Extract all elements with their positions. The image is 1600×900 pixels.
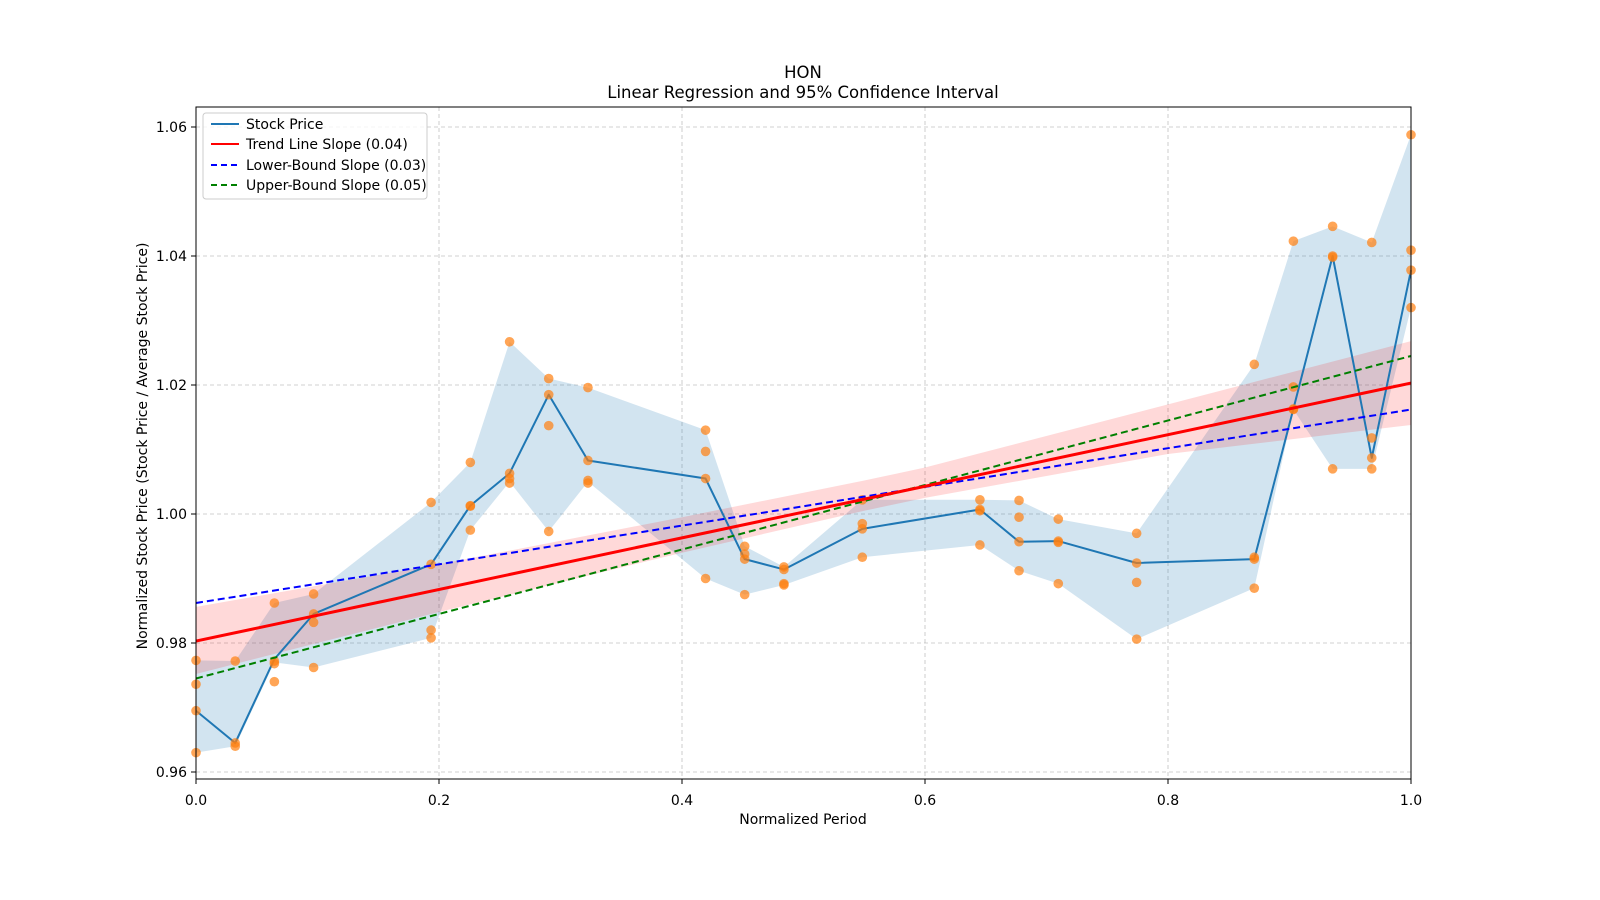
legend: Stock Price Trend Line Slope (0.04) Lowe… (202, 112, 428, 200)
scatter-point (583, 478, 593, 488)
y-tick-label: 1.06 (156, 120, 187, 136)
scatter-point (1131, 528, 1142, 539)
scatter-point (1014, 512, 1024, 523)
y-tick-label: 0.96 (156, 765, 187, 781)
scatter-point (1249, 359, 1260, 370)
scatter-point (504, 478, 515, 488)
scatter-point (269, 598, 280, 608)
scatter-point (779, 564, 789, 575)
scatter-point (465, 525, 476, 535)
scatter-point (1131, 558, 1142, 568)
scatter-point (426, 497, 436, 508)
scatter-point (465, 457, 476, 468)
y-axis-label: Normalized Stock Price (Stock Price / Av… (135, 243, 151, 650)
scatter-point (1288, 236, 1299, 246)
scatter-point (700, 446, 711, 457)
regression-lines (195, 355, 1412, 680)
scatter-point (269, 676, 280, 687)
scatter-point (975, 505, 985, 516)
scatter-point (230, 741, 241, 751)
y-axis: 0.96 0.98 1.00 1.02 1.04 1.06 (156, 120, 196, 781)
x-axis-label: Normalized Period (739, 812, 867, 828)
x-tick-label: 1.0 (1400, 793, 1422, 809)
scatter-point (1014, 565, 1024, 576)
scatter-point (230, 656, 241, 666)
x-axis: 0.0 0.2 0.4 0.6 0.8 1.0 (185, 779, 1422, 809)
scatter-point (779, 580, 789, 590)
scatter-point (1327, 464, 1338, 474)
scatter-point (308, 617, 319, 628)
scatter-point (308, 662, 319, 673)
trend-ci-area (196, 341, 1411, 674)
x-tick-label: 0.4 (671, 793, 693, 809)
legend-label-lower-bound: Lower-Bound Slope (0.03) (246, 158, 426, 174)
y-tick-label: 1.02 (156, 378, 187, 394)
scatter-point (700, 425, 711, 435)
scatter-point (1366, 433, 1377, 443)
chart-title: HON (784, 63, 822, 82)
legend-box (202, 112, 428, 200)
stock-price-line (195, 255, 1412, 744)
scatter-point (504, 336, 515, 347)
scatter-point (426, 559, 436, 570)
legend-label-trend-line: Trend Line Slope (0.04) (245, 137, 408, 153)
price-range-band (196, 134, 1411, 753)
scatter-point (1327, 221, 1338, 232)
scatter-point (426, 625, 436, 635)
scatter-point (1366, 237, 1377, 248)
scatter-point (1053, 537, 1064, 548)
y-tick-label: 1.04 (156, 249, 187, 265)
trend-line (195, 381, 1412, 643)
scatter-point (1053, 514, 1064, 524)
scatter-point (1327, 252, 1338, 263)
scatter-point (543, 420, 554, 431)
scatter-point (1249, 554, 1260, 564)
scatter-point (583, 382, 593, 393)
scatter-point (739, 554, 750, 564)
scatter-point (975, 495, 985, 505)
chart-subtitle: Linear Regression and 95% Confidence Int… (607, 83, 998, 102)
scatter-point (1249, 583, 1260, 593)
x-tick-label: 0.0 (185, 793, 207, 809)
scatter-point (543, 373, 554, 384)
scatter-point (700, 573, 711, 584)
trend-confidence-band (196, 341, 1411, 674)
x-tick-label: 0.2 (428, 793, 450, 809)
price-range-area (196, 134, 1411, 753)
stock-price-series (195, 255, 1412, 744)
scatter-point (1014, 495, 1024, 506)
scatter-point (739, 541, 750, 552)
scatter-point (700, 473, 711, 484)
plot-area (191, 106, 1416, 780)
scatter-point (739, 589, 750, 600)
x-tick-label: 0.6 (914, 793, 936, 809)
y-tick-label: 0.98 (156, 636, 187, 652)
scatter-point (543, 389, 554, 400)
scatter-point (857, 524, 868, 534)
y-tick-label: 1.00 (156, 507, 187, 523)
scatter-point (465, 501, 476, 512)
scatter-point (308, 589, 319, 599)
axes-frame (195, 106, 1412, 780)
legend-label-upper-bound: Upper-Bound Slope (0.05) (246, 178, 427, 194)
scatter-point (583, 455, 593, 466)
legend-label-stock-price: Stock Price (246, 117, 323, 133)
scatter-point (1366, 464, 1377, 474)
scatter-point (1131, 634, 1142, 644)
x-tick-label: 0.8 (1157, 793, 1179, 809)
scatter-point (1131, 577, 1142, 588)
scatter-point (1366, 453, 1377, 463)
scatter-points (191, 129, 1416, 758)
scatter-point (543, 526, 554, 537)
scatter-point (1053, 578, 1064, 589)
upper-bound-line (195, 355, 1412, 680)
scatter-point (857, 552, 868, 563)
scatter-point (975, 540, 985, 550)
lower-bound-line (195, 408, 1412, 604)
scatter-point (269, 658, 280, 669)
scatter-point (426, 633, 436, 643)
scatter-point (1014, 536, 1024, 547)
